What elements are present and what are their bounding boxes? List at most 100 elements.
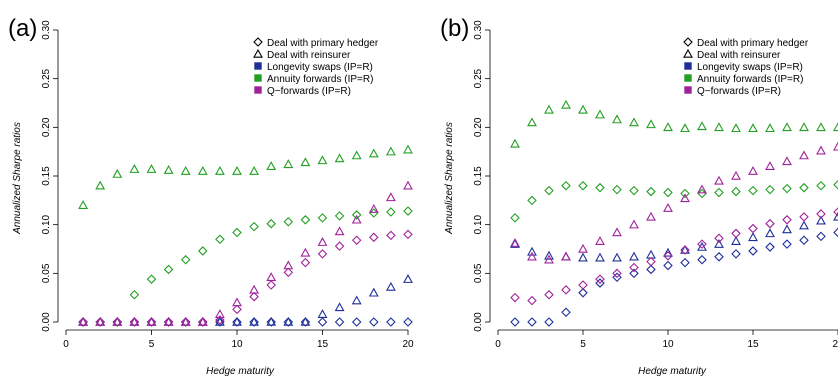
series [78, 206, 413, 327]
plot-area [510, 99, 838, 327]
data-point [180, 254, 191, 265]
data-point [663, 247, 673, 257]
data-point [317, 249, 328, 259]
data-point [816, 122, 826, 132]
data-point [595, 274, 605, 284]
data-point [765, 228, 775, 238]
data-point [629, 251, 639, 261]
x-tick-label: 5 [149, 339, 155, 350]
data-point [697, 239, 707, 249]
data-point [816, 215, 826, 225]
x-tick-label: 15 [747, 339, 759, 350]
data-point [697, 188, 707, 199]
data-point [833, 179, 838, 190]
y-tick-label: 0.00 [473, 312, 484, 332]
data-point [731, 123, 741, 133]
data-point [129, 164, 140, 173]
data-point [403, 274, 413, 283]
data-point [334, 226, 345, 236]
series [78, 180, 413, 326]
data-point [283, 316, 294, 326]
axes: 0 5 10 15 20 0.00 0.05 0.10 0.15 0.20 0.25 0.30 [41, 20, 414, 350]
data-point [510, 292, 520, 303]
data-point [595, 182, 605, 193]
data-point [595, 278, 605, 288]
data-point [385, 281, 396, 291]
data-point [816, 209, 826, 219]
data-point [561, 285, 571, 295]
data-point [214, 166, 225, 175]
x-tick-label: 10 [662, 339, 674, 350]
data-point [561, 180, 571, 191]
data-point [368, 148, 379, 158]
data-point [334, 211, 345, 221]
data-point [527, 251, 537, 261]
data-point [146, 164, 157, 173]
data-point [249, 221, 259, 232]
data-point [129, 317, 140, 327]
data-point [369, 232, 379, 243]
data-point [697, 121, 707, 131]
legend-symbol [684, 86, 692, 94]
series [510, 227, 838, 327]
y-tick-label: 0.30 [41, 20, 52, 40]
data-point [527, 246, 537, 256]
legend-label: Q−forwards (IP=R) [697, 86, 781, 97]
series [510, 179, 838, 223]
data-point [629, 185, 639, 196]
data-point [385, 146, 396, 156]
x-axis-title: Hedge maturity [206, 366, 275, 377]
data-point [266, 317, 276, 327]
data-point [527, 195, 537, 206]
series [510, 99, 838, 148]
data-point [748, 123, 758, 133]
legend-label: Longevity swaps (IP=R) [697, 62, 803, 73]
data-point [317, 309, 328, 318]
data-point [816, 180, 826, 191]
data-point [663, 260, 673, 271]
series [510, 211, 838, 262]
data-point [782, 122, 792, 132]
data-point [129, 289, 140, 300]
y-tick-label: 0.05 [41, 263, 52, 283]
data-point [232, 297, 242, 307]
data-point [283, 317, 294, 327]
series [78, 229, 413, 327]
data-point [510, 238, 520, 247]
data-point [300, 247, 311, 257]
data-point [163, 317, 174, 327]
y-tick-label: 0.30 [473, 20, 484, 40]
data-point [266, 280, 276, 290]
x-tick-label: 10 [231, 339, 243, 350]
data-point [351, 295, 362, 305]
data-point [833, 207, 838, 217]
data-point [180, 166, 191, 175]
data-point [283, 159, 294, 169]
data-point [215, 315, 225, 325]
data-point [386, 230, 396, 241]
data-point [782, 224, 792, 234]
data-point [714, 239, 724, 248]
legend-symbol [253, 37, 263, 47]
data-point [663, 187, 673, 198]
data-point [612, 227, 622, 237]
data-point [527, 117, 537, 127]
series [78, 144, 413, 209]
x-tick-label: 20 [832, 339, 838, 350]
panel-label: (a) [8, 15, 37, 42]
data-point [351, 214, 362, 224]
data-point [731, 186, 741, 197]
x-tick-label: 15 [317, 339, 329, 350]
legend-symbol [683, 48, 693, 58]
data-point [663, 122, 673, 132]
data-point [198, 317, 208, 327]
x-axis-title: Hedge maturity [638, 366, 707, 377]
data-point [215, 234, 225, 245]
data-point [369, 208, 379, 218]
data-point [510, 317, 520, 327]
data-point [112, 168, 123, 178]
data-point [799, 122, 809, 132]
data-point [403, 206, 413, 216]
